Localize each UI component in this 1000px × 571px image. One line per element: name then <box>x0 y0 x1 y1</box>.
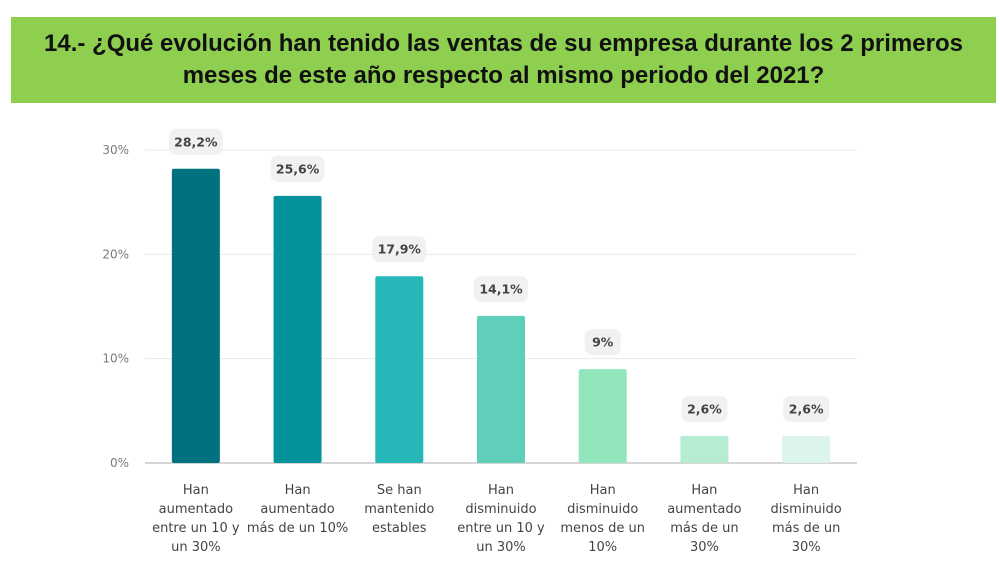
bar <box>782 435 831 463</box>
category-label-line: aumentado <box>667 502 741 517</box>
category-label-line: Han <box>488 483 514 498</box>
question-title: 14.- ¿Qué evolución han tenido las venta… <box>44 30 963 89</box>
category-labels: Han aumentado entre un 10 y un 30% Han aument… <box>152 483 842 555</box>
bars <box>171 168 831 463</box>
category-label-line: menos de un <box>560 521 645 536</box>
data-label-pill <box>783 395 830 422</box>
bar <box>578 369 627 463</box>
category-label-line: Han <box>285 483 311 498</box>
data-label-pill <box>270 155 325 182</box>
data-label-text: 17,9% <box>378 242 422 257</box>
y-axis-ticks: 0% 10% 20% 30% <box>102 143 129 470</box>
category-label: Han aumentado entre un 10 y un 30% <box>152 483 240 555</box>
data-label-pill <box>474 275 528 302</box>
data-label: 2,6% <box>783 395 830 422</box>
bar <box>273 195 322 463</box>
category-label-line: Han <box>793 483 819 498</box>
category-label-line: aumentado <box>260 502 334 517</box>
category-label-line: Han <box>691 483 717 498</box>
y-tick-label: 0% <box>110 456 129 470</box>
category-label-line: Han <box>590 483 616 498</box>
data-label-text: 2,6% <box>789 401 824 416</box>
data-label-pill <box>372 236 427 263</box>
category-label-line: aumentado <box>159 502 233 517</box>
category-label-line: más de un <box>772 521 840 536</box>
category-label: Se han mantenido estables <box>364 483 434 536</box>
y-tick-label: 10% <box>102 352 129 366</box>
category-label: Han aumentado más de un 30% <box>667 483 741 555</box>
category-label: Han aumentado más de un 10% <box>247 483 348 536</box>
data-label-pill <box>584 329 621 356</box>
category-label-line: un 30% <box>171 540 221 555</box>
data-labels: 28,2% 25,6% 17,9% 14,1% 9% 2,6% 2,6% <box>168 128 830 422</box>
bar <box>375 276 424 463</box>
data-label-text: 14,1% <box>479 281 523 296</box>
category-label-line: Se han <box>377 483 422 498</box>
category-label-line: 30% <box>690 540 719 555</box>
data-label-text: 9% <box>592 335 614 350</box>
category-label: Han disminuido menos de un 10% <box>560 483 645 555</box>
data-label-text: 25,6% <box>276 161 320 176</box>
category-label-line: más de un <box>670 521 738 536</box>
data-label-pill <box>168 128 223 155</box>
category-label-line: un 30% <box>476 540 526 555</box>
y-tick-label: 20% <box>102 247 129 261</box>
bar <box>680 435 729 463</box>
data-label-text: 28,2% <box>174 134 218 149</box>
category-label-line: más de un 10% <box>247 521 348 536</box>
category-label-line: 10% <box>588 540 617 555</box>
category-label-line: disminuido <box>771 502 842 517</box>
data-label: 25,6% <box>270 155 325 182</box>
category-label: Han disminuido más de un 30% <box>771 483 842 555</box>
bar <box>171 168 220 463</box>
category-label-line: 30% <box>792 540 821 555</box>
category-label-line: Han <box>183 483 209 498</box>
category-label-line: disminuido <box>567 502 638 517</box>
question-header: 14.- ¿Qué evolución han tenido las venta… <box>11 17 996 103</box>
bar <box>477 315 525 463</box>
data-label-text: 2,6% <box>687 401 722 416</box>
category-label-line: disminuido <box>465 502 536 517</box>
data-label: 17,9% <box>372 236 427 263</box>
category-label: Han disminuido entre un 10 y un 30% <box>457 483 545 555</box>
category-label-line: entre un 10 y <box>457 521 545 536</box>
category-label-line: estables <box>372 521 427 536</box>
y-tick-label: 30% <box>102 143 129 157</box>
data-label: 2,6% <box>681 395 728 422</box>
data-label: 28,2% <box>168 128 223 155</box>
category-label-line: mantenido <box>364 502 434 517</box>
data-label: 9% <box>584 329 621 356</box>
data-label-pill <box>681 395 728 422</box>
data-label: 14,1% <box>474 275 528 302</box>
category-label-line: entre un 10 y <box>152 521 240 536</box>
